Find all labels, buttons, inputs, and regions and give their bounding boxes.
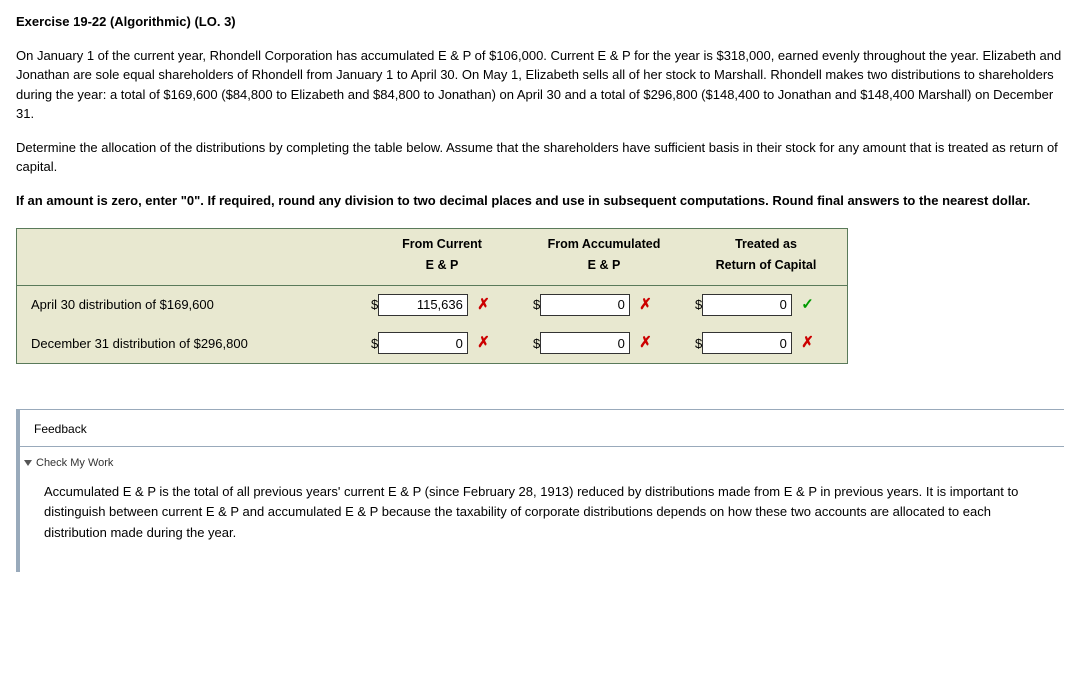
x-icon: ✗ <box>475 294 491 317</box>
input-current-ep[interactable] <box>378 294 468 316</box>
problem-paragraph-2: Determine the allocation of the distribu… <box>16 138 1064 177</box>
col-header-current-bot: E & P <box>361 256 523 285</box>
input-return-capital[interactable] <box>702 294 792 316</box>
x-icon: ✗ <box>475 332 491 355</box>
x-icon: ✗ <box>637 332 653 355</box>
row-label: April 30 distribution of $169,600 <box>17 285 361 324</box>
col-header-accum-top: From Accumulated <box>523 229 685 256</box>
col-header-return-top: Treated as <box>685 229 847 256</box>
table-row: April 30 distribution of $169,600 $ ✗ $ … <box>17 285 847 324</box>
input-accum-ep[interactable] <box>540 294 630 316</box>
x-icon: ✗ <box>799 332 815 355</box>
col-header-accum-bot: E & P <box>523 256 685 285</box>
input-return-capital[interactable] <box>702 332 792 354</box>
check-icon: ✓ <box>799 294 815 317</box>
check-my-work-toggle[interactable]: Check My Work <box>20 447 1064 476</box>
problem-instructions: If an amount is zero, enter "0". If requ… <box>16 191 1064 211</box>
exercise-title: Exercise 19-22 (Algorithmic) (LO. 3) <box>16 12 1064 32</box>
x-icon: ✗ <box>637 294 653 317</box>
answer-table: From Current From Accumulated Treated as… <box>16 228 848 364</box>
feedback-body: Accumulated E & P is the total of all pr… <box>20 476 1064 572</box>
check-my-work-label: Check My Work <box>36 457 113 469</box>
feedback-title: Feedback <box>20 410 1064 446</box>
col-header-current-top: From Current <box>361 229 523 256</box>
feedback-panel: Feedback Check My Work Accumulated E & P… <box>16 409 1064 572</box>
problem-paragraph-1: On January 1 of the current year, Rhonde… <box>16 46 1064 124</box>
chevron-down-icon <box>24 460 32 466</box>
row-label: December 31 distribution of $296,800 <box>17 324 361 363</box>
col-header-return-bot: Return of Capital <box>685 256 847 285</box>
input-current-ep[interactable] <box>378 332 468 354</box>
table-row: December 31 distribution of $296,800 $ ✗… <box>17 324 847 363</box>
input-accum-ep[interactable] <box>540 332 630 354</box>
